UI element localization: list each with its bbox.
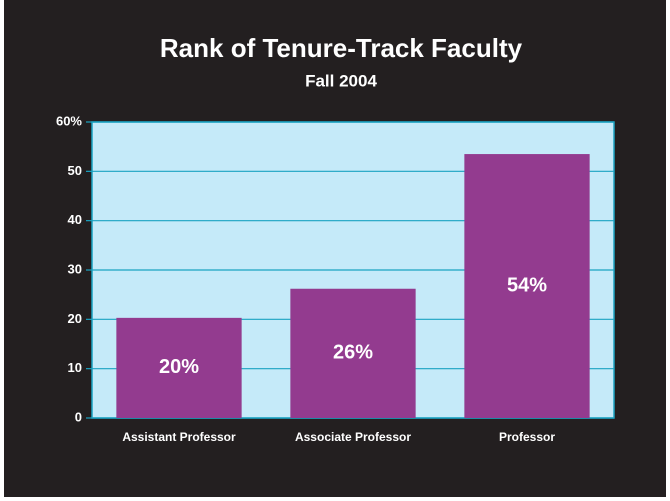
y-tick-label: 60% bbox=[56, 113, 82, 128]
y-tick-label: 20 bbox=[68, 311, 82, 326]
y-tick-label: 30 bbox=[68, 261, 82, 276]
bar bbox=[116, 317, 242, 418]
chart-title: Rank of Tenure-Track Faculty bbox=[160, 33, 523, 63]
data-label: 26% bbox=[333, 342, 373, 364]
data-label: 20% bbox=[159, 356, 199, 378]
y-tick-label: 50 bbox=[68, 163, 82, 178]
y-tick-label: 0 bbox=[75, 409, 82, 424]
bar bbox=[464, 154, 590, 419]
x-tick-label: Professor bbox=[498, 430, 556, 444]
x-tick-label: Assistant Professor bbox=[122, 430, 236, 444]
bar bbox=[290, 288, 416, 418]
chart-subtitle: Fall 2004 bbox=[305, 71, 377, 90]
x-tick-label: Associate Professor bbox=[294, 430, 412, 444]
y-tick-label: 40 bbox=[68, 212, 82, 227]
y-tick-label: 10 bbox=[68, 360, 82, 375]
data-label: 54% bbox=[507, 274, 547, 296]
